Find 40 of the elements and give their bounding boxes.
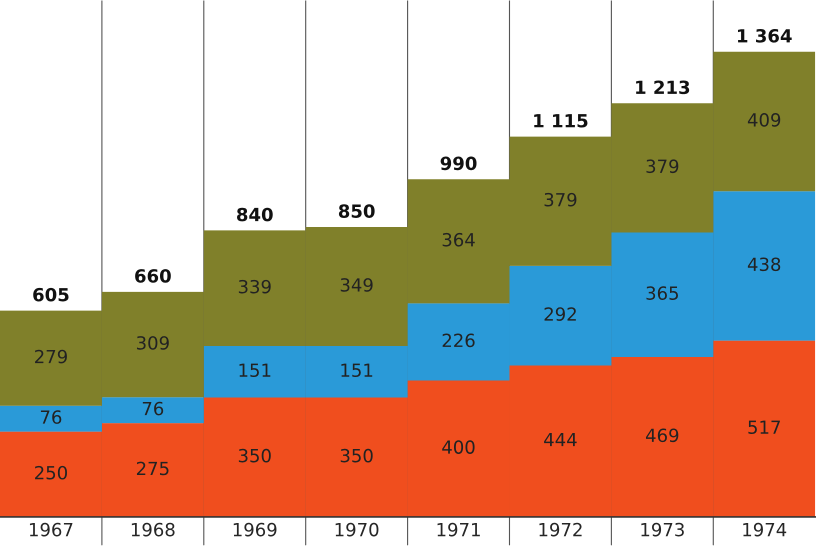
x-tick-label: 1974: [743, 522, 786, 536]
data-label: 275: [136, 462, 168, 476]
total-label: 660: [135, 269, 171, 283]
x-tick-label: 1969: [234, 522, 276, 536]
data-label: 349: [340, 278, 373, 292]
x-tick-label: 1970: [336, 522, 378, 536]
data-label: 279: [35, 350, 67, 364]
total-label: 990: [440, 156, 477, 170]
data-label: 444: [544, 433, 577, 446]
data-label: 517: [748, 420, 780, 434]
data-label: 76: [40, 410, 62, 424]
total-label: 850: [338, 204, 375, 218]
data-label: 400: [442, 440, 475, 454]
data-label: 409: [748, 113, 780, 127]
x-tick-label: 1971: [438, 522, 480, 536]
data-label: 365: [646, 286, 678, 300]
data-label: 469: [646, 428, 678, 442]
data-label: 76: [142, 402, 164, 416]
total-label: 840: [237, 208, 273, 222]
x-tick-label: 1973: [641, 522, 684, 536]
data-label: 350: [238, 448, 271, 462]
data-label: 339: [238, 280, 271, 294]
data-label: 250: [35, 466, 67, 480]
data-label: 379: [646, 159, 678, 174]
data-label: 364: [442, 232, 475, 247]
x-tick-label: 1967: [30, 522, 72, 536]
data-label: 438: [748, 257, 780, 272]
total-label: 1 115: [534, 114, 588, 128]
data-label: 350: [340, 448, 373, 462]
total-label: 605: [33, 288, 69, 302]
data-label: 151: [341, 364, 372, 378]
data-label: 151: [239, 364, 270, 378]
data-label: 226: [442, 334, 475, 348]
data-label: 292: [544, 307, 576, 321]
total-label: 1 364: [738, 28, 792, 43]
x-tick-label: 1968: [132, 522, 175, 536]
total-label: 1 213: [636, 80, 690, 94]
data-label: 309: [136, 336, 169, 350]
data-label: 379: [544, 192, 576, 207]
x-tick-label: 1972: [539, 522, 582, 536]
